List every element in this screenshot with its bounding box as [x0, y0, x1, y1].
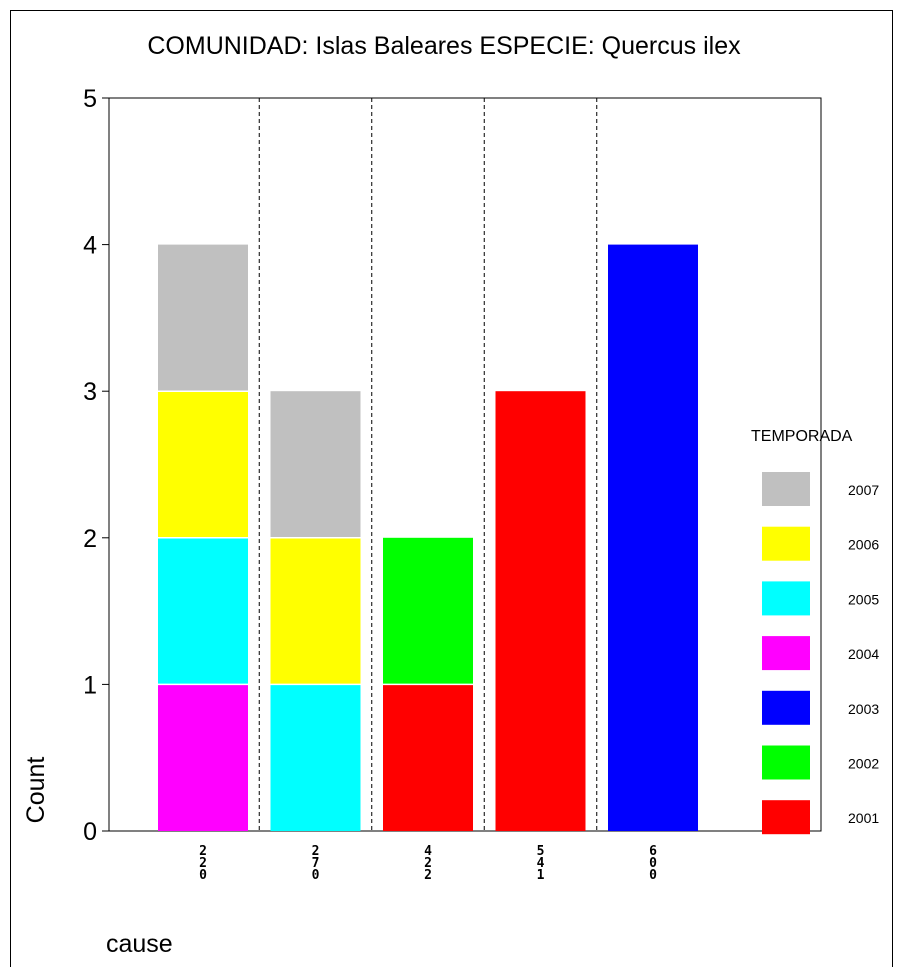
- y-tick-label: 5: [83, 85, 97, 113]
- legend-label-2001: 2001: [848, 810, 879, 826]
- x-tick-label-char: 4: [424, 844, 432, 859]
- legend-swatch-2006: [762, 526, 810, 561]
- legend-swatch-2007: [762, 472, 810, 506]
- y-tick-label: 0: [83, 818, 97, 846]
- y-tick-label: 1: [83, 671, 97, 699]
- legend-label-2004: 2004: [848, 646, 879, 662]
- legend-label-2005: 2005: [848, 591, 879, 607]
- bar-segment-541-2001: [495, 391, 586, 831]
- x-tick-label-char: 2: [199, 844, 207, 859]
- y-tick-label: 2: [83, 525, 97, 553]
- x-tick-label-char: 0: [649, 868, 657, 883]
- legend-title: TEMPORADA: [751, 428, 853, 445]
- legend-swatch-2005: [762, 581, 810, 616]
- x-tick-label-char: 6: [649, 844, 657, 859]
- chart-title: COMUNIDAD: Islas Baleares ESPECIE: Querc…: [147, 32, 741, 60]
- legend-swatch-2004: [762, 636, 810, 671]
- y-tick-label: 3: [83, 378, 97, 406]
- bar-segment-220-2005: [158, 537, 248, 685]
- x-tick-label-char: 2: [312, 844, 320, 859]
- y-tick-label: 4: [83, 232, 97, 260]
- bar-segment-600-2003: [608, 244, 698, 832]
- bar-segment-220-2006: [158, 391, 248, 538]
- legend-label-2002: 2002: [848, 756, 879, 772]
- legend-swatch-2002: [762, 745, 810, 780]
- x-tick-label-char: 2: [424, 856, 432, 871]
- legend-swatch-2001: [762, 800, 810, 835]
- x-tick-label-char: 2: [199, 856, 207, 871]
- bar-segment-220-2004: [158, 684, 248, 831]
- bar-segment-270-2007: [270, 391, 361, 538]
- bar-segment-422-2001: [383, 684, 473, 831]
- x-axis-title: cause: [106, 930, 173, 958]
- bar-segment-270-2006: [270, 537, 361, 685]
- legend-swatch-2003: [762, 690, 810, 725]
- x-tick-label-char: 0: [649, 856, 657, 871]
- legend-label-2003: 2003: [848, 701, 879, 717]
- legend: 2007 2006 2005 2004 2003 2002 2001: [762, 472, 879, 835]
- x-tick-label-char: 7: [312, 856, 320, 871]
- x-tick-label-char: 2: [424, 868, 432, 883]
- x-tick-label-char: 5: [537, 844, 545, 859]
- y-axis-title: Count: [22, 757, 50, 824]
- bar-segment-220-2007: [158, 244, 248, 392]
- x-tick-label-char: 0: [312, 868, 320, 883]
- bar-segment-422-2002: [383, 537, 473, 685]
- legend-label-2007: 2007: [848, 482, 879, 498]
- x-tick-label-char: 4: [537, 856, 545, 871]
- x-tick-label-char: 0: [199, 868, 207, 883]
- legend-label-2006: 2006: [848, 537, 879, 553]
- bar-segment-270-2005: [270, 684, 361, 831]
- x-tick-label-char: 1: [537, 868, 545, 883]
